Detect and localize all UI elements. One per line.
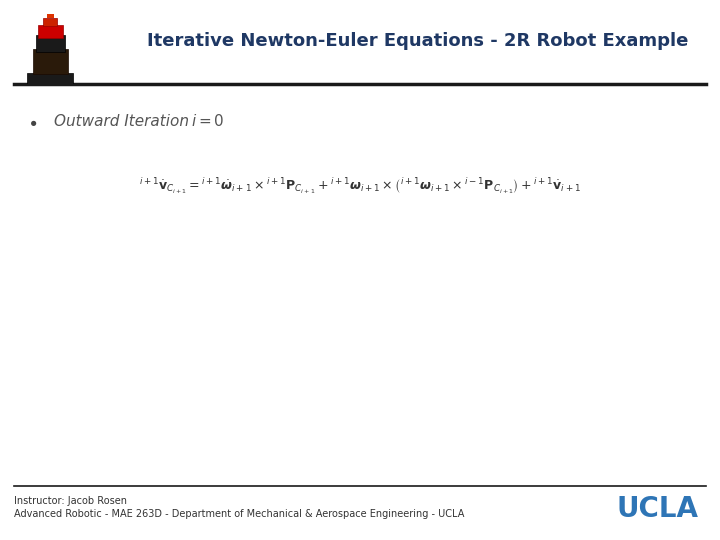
Bar: [43, 18, 58, 26]
Text: $\bullet$: $\bullet$: [27, 112, 37, 131]
Bar: [36, 35, 65, 52]
Text: Outward Iteration: Outward Iteration: [54, 114, 189, 129]
Bar: [33, 49, 68, 74]
Bar: [47, 14, 54, 18]
Bar: [27, 73, 73, 84]
Text: Iterative Newton-Euler Equations - 2R Robot Example: Iterative Newton-Euler Equations - 2R Ro…: [147, 31, 688, 50]
Text: UCLA: UCLA: [616, 495, 698, 523]
Bar: [37, 25, 63, 38]
Text: Instructor: Jacob Rosen: Instructor: Jacob Rosen: [14, 496, 127, 506]
Text: Advanced Robotic - MAE 263D - Department of Mechanical & Aerospace Engineering -: Advanced Robotic - MAE 263D - Department…: [14, 509, 465, 519]
Text: $i=0$: $i=0$: [191, 113, 225, 130]
Text: ${}^{i+1}\dot{\mathbf{v}}_{C_{i+1}} = {}^{i+1}\dot{\boldsymbol{\omega}}_{i+1} \t: ${}^{i+1}\dot{\mathbf{v}}_{C_{i+1}} = {}…: [139, 177, 581, 196]
